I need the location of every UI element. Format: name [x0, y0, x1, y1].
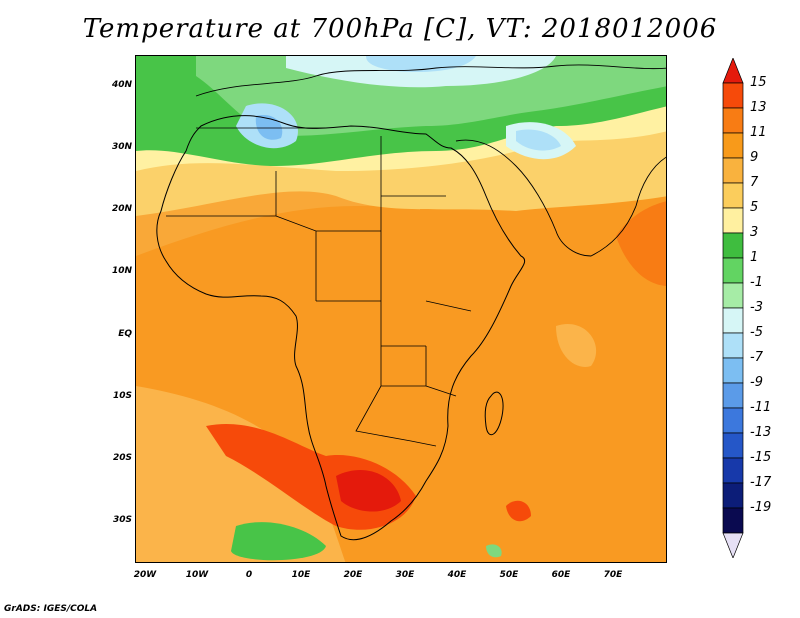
- colorbar-box: [722, 207, 744, 234]
- colorbar-box: [722, 457, 744, 484]
- colorbar-tick-label: 5: [750, 200, 759, 215]
- lon-tick-label: 10E: [291, 570, 311, 580]
- colorbar-tick-label: 11: [750, 125, 767, 140]
- north-lightgreen-area: [196, 56, 666, 136]
- lon-tick-label: 40E: [447, 570, 467, 580]
- colorbar-tick-label: 13: [750, 100, 767, 115]
- madagascar-coastline: [484, 391, 504, 436]
- colorbar-boxes: [722, 58, 744, 558]
- colorbar-tick-label: -11: [750, 400, 772, 415]
- lon-tick-label: 20E: [343, 570, 363, 580]
- colorbar-box: [722, 507, 744, 534]
- europe-coastline: [195, 64, 666, 97]
- colorbar-tick-label: -1: [750, 275, 763, 290]
- colorbar-box: [722, 232, 744, 259]
- colorbar-tick-label: -3: [750, 300, 763, 315]
- map-title: Temperature at 700hPa [C], VT: 201801200…: [82, 14, 718, 44]
- southwest-cool-area: [136, 386, 346, 562]
- lon-tick-label: 20W: [133, 570, 157, 580]
- lat-tick-label: 30N: [111, 142, 132, 152]
- colorbar-box: [722, 432, 744, 459]
- south-small-green-patch: [486, 544, 502, 558]
- credit-text: GrADS: IGES/COLA: [4, 604, 98, 614]
- south-green-patch: [231, 522, 326, 561]
- cold-pocket-2: [255, 115, 283, 140]
- lat-tick-label: 10S: [112, 391, 132, 401]
- colorbar-bottom-triangle: [722, 532, 744, 558]
- colorbar-box: [722, 82, 744, 109]
- colorbar-box: [722, 182, 744, 209]
- lon-tick-label: 10W: [185, 570, 209, 580]
- colorbar-tick-label: -5: [750, 325, 763, 340]
- lon-tick-label: 60E: [551, 570, 571, 580]
- lat-tick-label: 40N: [111, 80, 132, 90]
- colorbar-top-triangle: [722, 58, 744, 84]
- lon-tick-label: 70E: [603, 570, 623, 580]
- colorbar-box: [722, 407, 744, 434]
- colorbar-tick-label: -17: [750, 475, 772, 490]
- mediterranean-blue-area: [366, 56, 476, 73]
- lon-tick-label: 30E: [395, 570, 415, 580]
- lat-tick-label: EQ: [118, 329, 132, 339]
- indian-ocean-cool-patch: [556, 324, 597, 367]
- colorbar-box: [722, 282, 744, 309]
- colorbar-tick-label: -13: [750, 425, 772, 440]
- india-warm-area: [616, 201, 666, 286]
- country-borders: [166, 127, 472, 447]
- colorbar: [722, 58, 744, 558]
- hot-core-zone: [336, 470, 401, 512]
- colorbar-box: [722, 382, 744, 409]
- colorbar-box: [722, 157, 744, 184]
- lat-tick-label: 10N: [111, 266, 132, 276]
- colorbar-tick-label: 9: [750, 150, 759, 165]
- colorbar-tick-label: 7: [750, 175, 759, 190]
- colorbar-box: [722, 257, 744, 284]
- temperature-map: [135, 55, 667, 563]
- africa-coastline: [156, 115, 526, 541]
- colorbar-box: [722, 307, 744, 334]
- middle-east-blue-area: [516, 129, 561, 151]
- arabia-india-coastline: [455, 139, 666, 257]
- colorbar-tick-label: 3: [750, 225, 759, 240]
- colorbar-box: [722, 132, 744, 159]
- lat-tick-label: 20N: [111, 204, 132, 214]
- colorbar-tick-label: -19: [750, 500, 772, 515]
- colorbar-box: [722, 482, 744, 509]
- lat-tick-label: 20S: [112, 453, 132, 463]
- colorbar-tick-label: -15: [750, 450, 772, 465]
- colorbar-tick-label: -7: [750, 350, 763, 365]
- colorbar-tick-label: -9: [750, 375, 763, 390]
- colorbar-tick-label: 15: [750, 75, 767, 90]
- colorbar-tick-label: 1: [750, 250, 759, 265]
- colorbar-box: [722, 107, 744, 134]
- colorbar-box: [722, 357, 744, 384]
- colorbar-box: [722, 332, 744, 359]
- madagascar-warm-patch: [506, 500, 531, 522]
- lat-tick-label: 30S: [112, 515, 132, 525]
- lon-tick-label: 0: [245, 570, 253, 580]
- temperature-field: [136, 56, 666, 562]
- lon-tick-label: 50E: [499, 570, 519, 580]
